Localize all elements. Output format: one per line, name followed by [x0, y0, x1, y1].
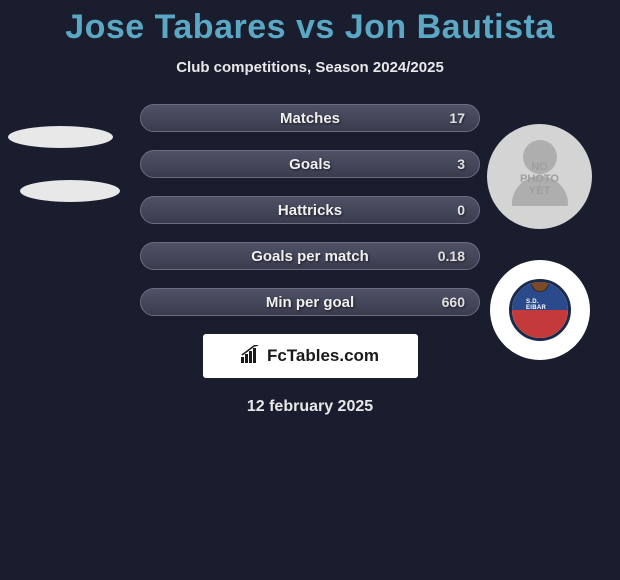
page-title: Jose Tabares vs Jon Bautista: [0, 0, 620, 47]
stat-label: Goals: [289, 156, 331, 173]
stat-right-value: 660: [435, 294, 465, 310]
stat-right-value: 0.18: [435, 248, 465, 264]
stat-label: Hattricks: [278, 202, 342, 219]
branding-badge[interactable]: FcTables.com: [203, 334, 418, 378]
stat-row-matches: Matches 17: [140, 104, 480, 132]
branding-text: FcTables.com: [267, 346, 379, 366]
stat-row-hattricks: Hattricks 0: [140, 196, 480, 224]
stat-label: Goals per match: [251, 248, 369, 265]
stat-label: Min per goal: [266, 294, 354, 311]
stat-row-min-per-goal: Min per goal 660: [140, 288, 480, 316]
stat-right-value: 0: [435, 202, 465, 218]
subtitle: Club competitions, Season 2024/2025: [0, 59, 620, 76]
stat-label: Matches: [280, 110, 340, 127]
stats-container: Matches 17 Goals 3 Hattricks 0 Goals per…: [0, 104, 620, 316]
stat-row-goals: Goals 3: [140, 150, 480, 178]
stat-right-value: 3: [435, 156, 465, 172]
stat-row-goals-per-match: Goals per match 0.18: [140, 242, 480, 270]
stat-right-value: 17: [435, 110, 465, 126]
date-text: 12 february 2025: [0, 398, 620, 416]
bar-chart-icon: [241, 345, 261, 368]
